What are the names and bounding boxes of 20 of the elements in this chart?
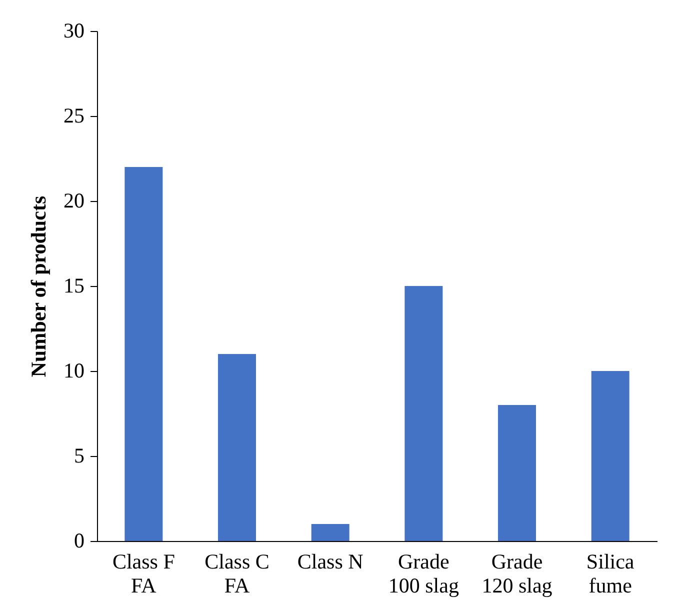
y-tick-label: 30 xyxy=(64,18,84,42)
bar xyxy=(404,286,443,541)
x-tick-label: Class F FA xyxy=(112,550,175,598)
bar xyxy=(218,354,256,541)
y-tick-label: 5 xyxy=(74,444,84,468)
y-tick-label: 25 xyxy=(64,104,84,128)
y-tick-label: 20 xyxy=(64,188,84,212)
y-axis-title: Number of products xyxy=(26,196,50,378)
x-tick-label: Class N xyxy=(297,550,364,574)
y-tick-label: 10 xyxy=(64,358,84,382)
bar xyxy=(498,405,536,541)
x-tick-label: Silica fume xyxy=(586,550,635,598)
bar xyxy=(591,371,630,541)
bar xyxy=(124,167,163,541)
x-tick-label: Grade 120 slag xyxy=(482,550,553,598)
bar xyxy=(311,524,350,541)
x-tick-label: Grade 100 slag xyxy=(388,550,460,598)
x-tick-label: Class C FA xyxy=(204,550,270,598)
y-tick-label: 0 xyxy=(74,528,84,552)
y-tick-label: 15 xyxy=(64,274,84,298)
